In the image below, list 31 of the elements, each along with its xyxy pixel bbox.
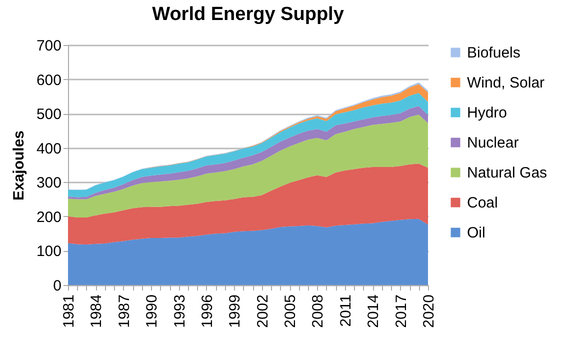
y-tick-label: 400: [36, 140, 62, 158]
x-tick-label: 1999: [226, 294, 244, 328]
x-tick-label: 2011: [337, 294, 354, 327]
x-tick-label: 1990: [144, 294, 161, 328]
x-tick-label: 2014: [365, 294, 382, 328]
y-tick-label: 500: [36, 106, 62, 124]
x-tick-label: 1981: [60, 294, 78, 328]
legend-label: Wind, Solar: [467, 74, 545, 92]
x-tick-label: 2002: [254, 294, 272, 328]
y-tick-label: 0: [53, 278, 62, 294]
x-tick-label: 2008: [310, 294, 327, 328]
y-tick-label: 600: [36, 72, 62, 89]
x-tick-label: 2017: [392, 294, 410, 328]
y-tick-label: 100: [36, 243, 62, 260]
x-tick-label: 2005: [282, 294, 300, 328]
y-tick-label: 200: [36, 208, 62, 226]
legend-label: Coal: [467, 194, 498, 212]
chart-title: World Energy Supply: [152, 4, 344, 25]
x-tick-label: 1996: [198, 294, 216, 328]
x-tick-label: 1993: [171, 294, 188, 328]
x-tick-label: 1984: [88, 294, 106, 328]
legend-label: Natural Gas: [467, 164, 548, 182]
y-axis-title: Exajoules: [10, 130, 28, 201]
x-tick-label: 2020: [420, 294, 438, 328]
legend-label: Oil: [467, 224, 486, 242]
legend-label: Nuclear: [467, 134, 519, 152]
legend-label: Hydro: [467, 104, 508, 122]
x-tick-label: 1987: [116, 294, 133, 328]
y-tick-label: 700: [36, 38, 62, 54]
y-tick-label: 300: [36, 174, 62, 192]
legend-label: Biofuels: [467, 44, 520, 62]
